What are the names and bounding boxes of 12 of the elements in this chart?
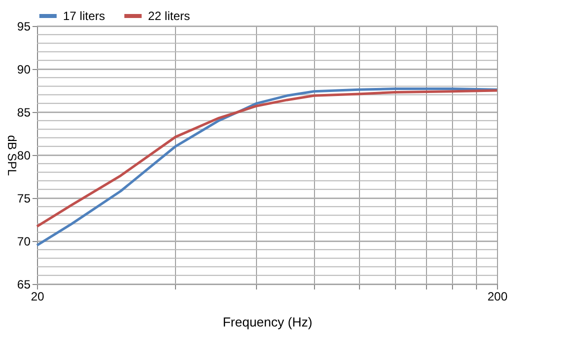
y-tick-label: 90 (17, 62, 31, 76)
legend-label: 17 liters (63, 9, 106, 23)
y-tick-label: 85 (17, 106, 31, 120)
x-tick-label: 20 (30, 290, 44, 304)
x-axis-title: Frequency (Hz) (222, 314, 312, 330)
y-tick-label: 75 (17, 192, 31, 206)
y-tick-label: 70 (17, 234, 31, 248)
y-tick-label: 95 (17, 20, 31, 34)
legend-label: 22 liters (148, 9, 190, 23)
x-tick-label: 200 (487, 290, 508, 304)
y-tick-label: 80 (17, 148, 31, 162)
y-tick-label: 65 (17, 278, 31, 292)
